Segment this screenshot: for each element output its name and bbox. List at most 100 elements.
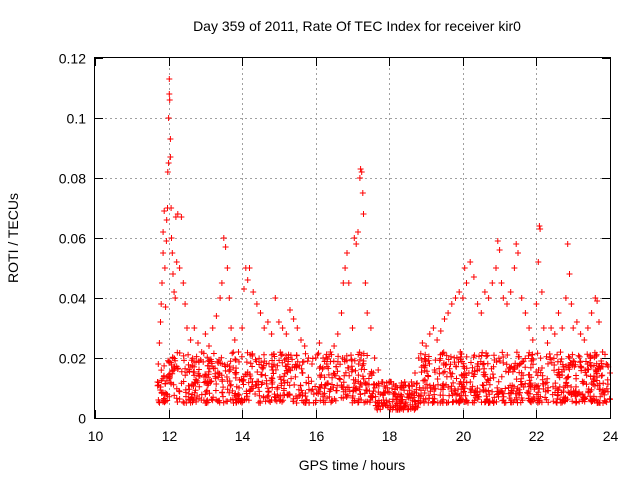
data-point — [297, 382, 304, 389]
y-tick-label: 0.08 — [59, 171, 86, 187]
data-point — [594, 298, 601, 304]
data-point — [566, 354, 573, 361]
data-point — [238, 353, 245, 360]
data-point — [159, 280, 165, 286]
data-point — [200, 358, 207, 365]
data-point — [281, 370, 288, 377]
data-point — [244, 393, 251, 400]
data-point — [312, 383, 319, 390]
data-point — [261, 358, 268, 365]
data-point — [515, 250, 521, 256]
data-point — [446, 365, 453, 372]
data-point — [543, 353, 550, 360]
data-point — [445, 399, 452, 406]
data-point — [274, 386, 281, 392]
data-point — [467, 259, 474, 265]
data-point — [564, 374, 571, 381]
data-point — [508, 397, 514, 404]
data-point — [158, 301, 165, 307]
y-axis: 0 0.02 0.04 0.06 0.08 0.1 0.12 — [59, 51, 610, 427]
data-point — [470, 274, 477, 280]
data-point — [580, 395, 587, 401]
data-point — [562, 382, 569, 389]
data-point — [331, 371, 338, 377]
data-point — [551, 331, 558, 337]
data-point — [306, 386, 312, 393]
data-point — [450, 379, 457, 386]
data-point — [500, 354, 507, 360]
data-point — [161, 362, 168, 369]
data-point — [213, 381, 220, 387]
data-point — [357, 166, 364, 172]
data-point — [204, 397, 211, 404]
data-point — [377, 391, 384, 398]
data-point — [351, 235, 358, 241]
data-point — [365, 375, 372, 382]
data-point — [564, 241, 571, 247]
data-point — [539, 365, 545, 371]
data-point — [590, 378, 597, 385]
data-point — [220, 393, 226, 400]
data-point — [169, 250, 176, 256]
data-point — [367, 325, 374, 331]
data-point — [209, 325, 216, 331]
data-point — [214, 358, 221, 365]
data-point — [283, 331, 290, 337]
data-point — [513, 349, 520, 356]
data-point — [342, 265, 349, 271]
data-point — [310, 391, 317, 398]
data-point — [208, 358, 215, 365]
data-point — [443, 352, 450, 359]
data-point — [355, 399, 361, 406]
data-point — [256, 355, 263, 362]
data-point — [281, 392, 288, 399]
data-point — [485, 295, 492, 301]
data-point — [205, 368, 212, 375]
data-point — [279, 351, 286, 358]
data-point — [441, 316, 448, 322]
data-point — [599, 372, 606, 379]
data-point — [604, 376, 611, 383]
data-point — [321, 385, 328, 392]
data-point — [296, 362, 303, 369]
data-point — [226, 363, 233, 370]
data-point — [489, 371, 496, 378]
data-point — [397, 400, 404, 406]
data-point — [232, 356, 239, 363]
data-point — [364, 352, 371, 359]
data-point — [249, 379, 256, 385]
data-point — [547, 356, 554, 363]
data-point — [459, 396, 466, 403]
data-point — [241, 286, 247, 292]
data-point — [544, 340, 551, 346]
data-point — [280, 377, 287, 384]
data-point — [301, 343, 308, 349]
data-point — [504, 301, 510, 307]
data-point — [420, 362, 427, 369]
data-point — [183, 399, 190, 406]
data-point — [278, 382, 285, 389]
data-point — [343, 394, 350, 400]
data-point — [166, 358, 173, 365]
data-point — [557, 396, 564, 403]
data-point — [404, 391, 411, 397]
data-point — [371, 355, 378, 361]
data-point — [440, 361, 447, 368]
data-point — [375, 367, 382, 373]
data-point — [427, 388, 434, 395]
data-point — [407, 395, 414, 402]
data-point — [421, 367, 428, 374]
data-point — [348, 368, 355, 375]
data-point — [474, 301, 481, 307]
data-point — [447, 353, 454, 360]
data-point — [431, 385, 438, 392]
data-point — [227, 382, 234, 389]
data-point — [356, 349, 363, 356]
data-point — [269, 357, 276, 364]
data-point — [252, 391, 259, 397]
data-point — [530, 398, 536, 405]
data-point — [456, 289, 463, 295]
data-point — [176, 265, 183, 271]
data-point — [417, 350, 424, 357]
data-point — [259, 371, 265, 378]
